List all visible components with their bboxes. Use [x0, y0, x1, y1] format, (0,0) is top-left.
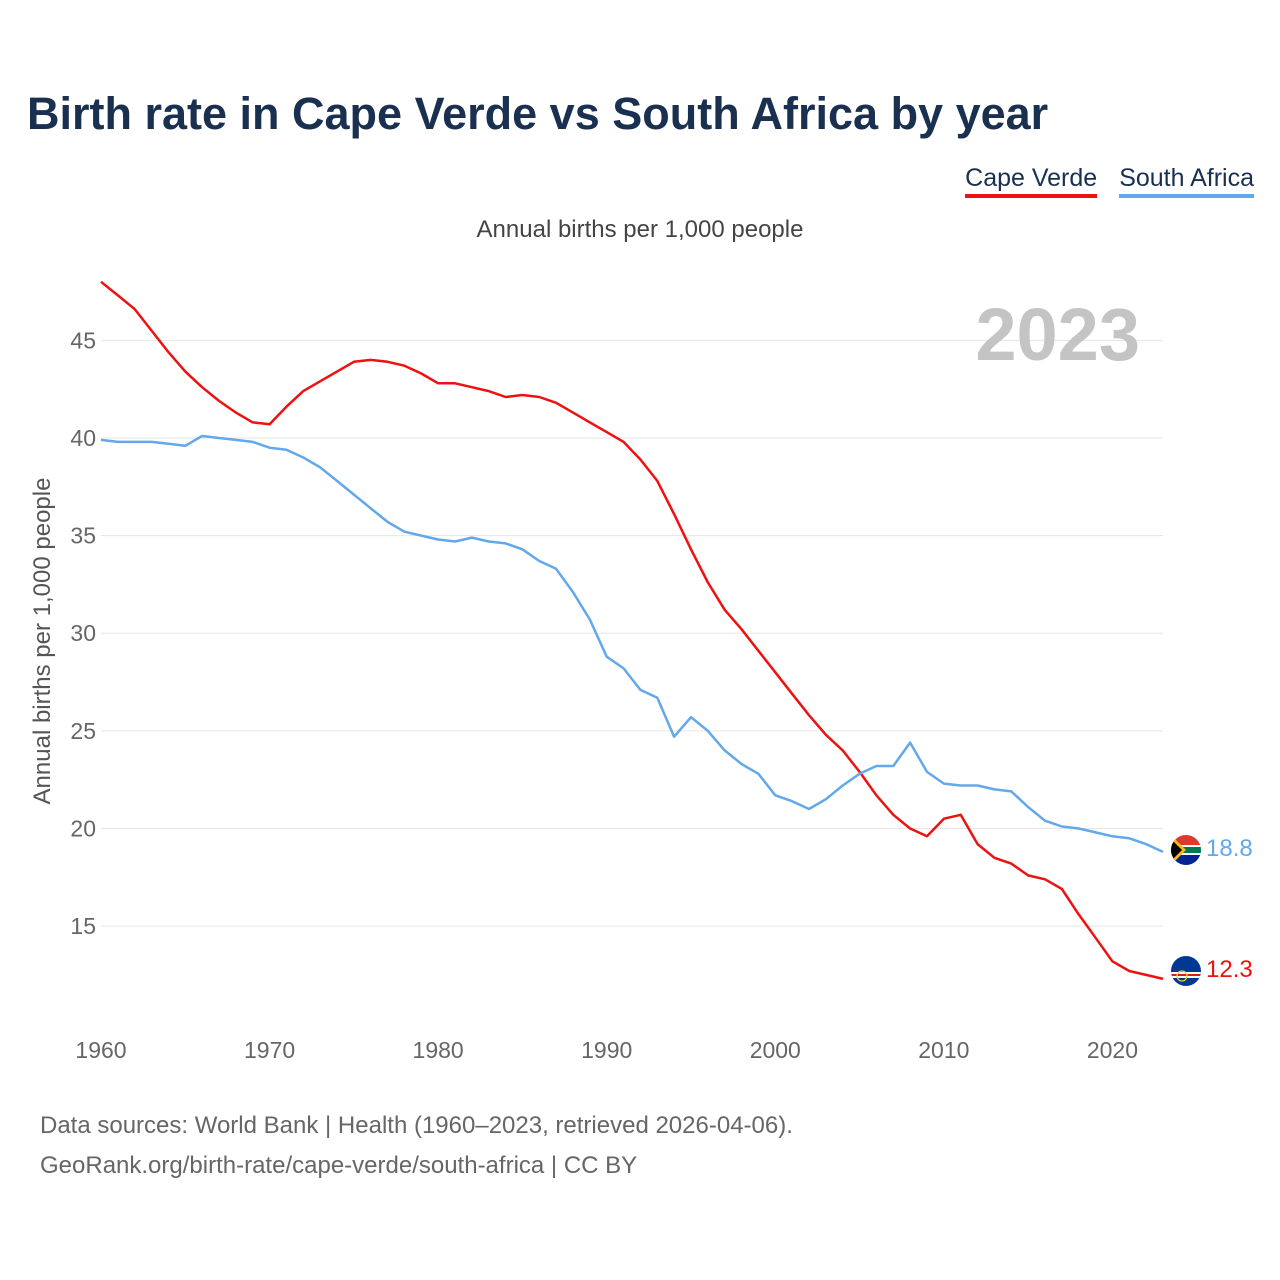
data-source-note: Data sources: World Bank | Health (1960–… [40, 1112, 793, 1139]
y-tick-label: 35 [70, 523, 96, 549]
footer: Data sources: World Bank | Health (1960–… [40, 1106, 793, 1186]
y-axis-ticks: 15 20 25 30 35 40 45 [70, 327, 96, 939]
source-url[interactable]: GeoRank.org/birth-rate/cape-verde/south-… [40, 1152, 638, 1179]
year-watermark: 2023 [975, 293, 1140, 376]
x-tick-label: 1960 [75, 1037, 126, 1063]
y-tick-label: 40 [70, 425, 96, 451]
y-axis-label: Annual births per 1,000 people [29, 478, 56, 805]
x-tick-label: 2010 [918, 1037, 969, 1063]
y-tick-label: 15 [70, 913, 96, 939]
south-africa-flag-icon [1171, 835, 1201, 865]
y-tick-label: 25 [70, 718, 96, 744]
legend: Cape Verde South Africa [965, 164, 1254, 198]
legend-item-south-africa[interactable]: South Africa [1119, 164, 1254, 198]
x-axis-ticks: 1960 1970 1980 1990 2000 2010 2020 [75, 1037, 1138, 1063]
x-tick-label: 1990 [581, 1037, 632, 1063]
y-tick-label: 30 [70, 620, 96, 646]
chart-title: Birth rate in Cape Verde vs South Africa… [27, 88, 1049, 139]
chart-subtitle: Annual births per 1,000 people [476, 216, 804, 243]
cape-verde-end-value: 12.3 [1206, 956, 1253, 983]
south-africa-end-value: 18.8 [1206, 835, 1253, 862]
y-tick-label: 20 [70, 816, 96, 842]
legend-item-cape-verde[interactable]: Cape Verde [965, 164, 1098, 198]
gridlines [101, 339, 1163, 927]
series-lines [100, 280, 1164, 981]
cape-verde-flag-icon [1171, 956, 1201, 986]
series-line-south-africa [100, 434, 1164, 854]
x-tick-label: 1980 [413, 1037, 464, 1063]
x-tick-label: 2000 [750, 1037, 801, 1063]
y-tick-label: 45 [70, 327, 96, 353]
x-tick-label: 2020 [1087, 1037, 1138, 1063]
x-tick-label: 1970 [244, 1037, 295, 1063]
series-line-cape-verde [100, 280, 1164, 981]
